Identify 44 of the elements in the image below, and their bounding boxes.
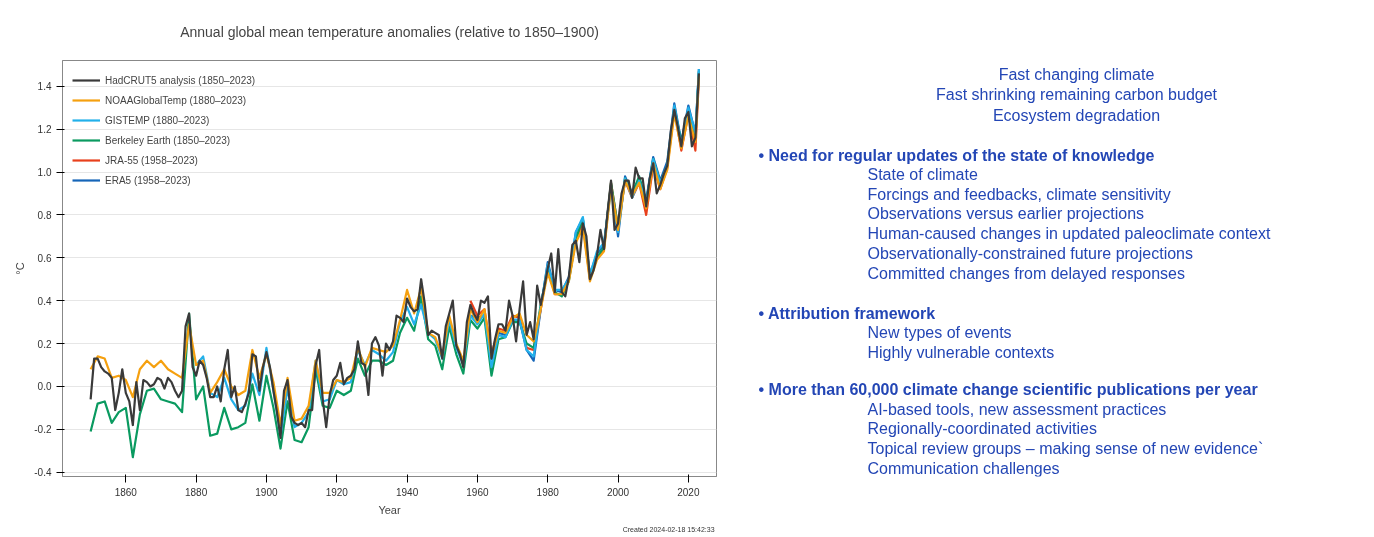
y-tick-label: 0.0 (37, 381, 52, 393)
x-tick-label: 1960 (466, 486, 489, 498)
y-tick-label: 1.2 (37, 124, 52, 136)
legend-label: ERA5 (1958–2023) (105, 174, 191, 186)
x-tick-label: 1880 (184, 486, 208, 498)
category-label: • More than 60,000 climate change scientific publications per year (758, 381, 1258, 399)
text: Observationally-constrained future projections (867, 244, 1193, 262)
text: Committed changes from delayed responses (867, 264, 1185, 282)
x-tick-label: 1980 (536, 486, 560, 498)
category-label: • Attribution framework (758, 304, 936, 322)
text: Highly vulnerable contexts (867, 343, 1055, 361)
text: Forcings and feedbacks, climate sensitivity (867, 185, 1171, 203)
text: State of climate (867, 165, 978, 183)
text: AI-based tools, new assessment practices (867, 400, 1167, 418)
legend-label: JRA-55 (1958–2023) (105, 154, 198, 166)
x-tick-label: 1940 (395, 486, 419, 498)
y-tick-label: 0.6 (37, 252, 52, 264)
legend-label: HadCRUT5 analysis (1850–2023) (105, 74, 256, 86)
legend-label: NOAAGlobalTemp (1880–2023) (105, 94, 247, 106)
y-tick-label: 1.0 (37, 167, 52, 179)
text: Topical review groups – making sense of new evidence` (867, 440, 1264, 458)
text: New types of events (867, 323, 1012, 341)
y-tick-label: 0.4 (37, 295, 52, 307)
x-axis-title: Year (378, 503, 401, 516)
text: Observations versus earlier projections (867, 205, 1145, 223)
category-label: • Need for regular updates of the state of knowledge (758, 146, 1155, 164)
y-tick-label: 0.8 (37, 209, 52, 221)
y-axis-title: °C (14, 262, 27, 275)
y-tick-label: 0.2 (37, 338, 52, 350)
text: Regionally-coordinated activities (867, 420, 1097, 438)
chart-title: Annual global mean temperature anomalies (relative to 1850–1900) (180, 23, 599, 40)
x-tick-label: 2020 (677, 486, 700, 498)
legend-label: Berkeley Earth (1850–2023) (105, 134, 231, 146)
x-tick-label: 2000 (606, 486, 630, 498)
text: Human-caused changes in updated paleoclimate context (867, 225, 1271, 243)
legend-label: GISTEMP (1880–2023) (105, 114, 210, 126)
y-tick-label: 1.4 (37, 81, 52, 93)
y-tick-label: -0.4 (34, 467, 52, 479)
text: Fast changing climate Fast shrinking remaining carbon budget Ecosystem degradation (935, 65, 1218, 124)
y-tick-label: -0.2 (34, 424, 52, 436)
text: Communication challenges (867, 459, 1060, 477)
x-tick-label: 1900 (255, 486, 278, 498)
x-tick-label: 1920 (325, 486, 349, 498)
x-tick-label: 1860 (114, 486, 138, 498)
